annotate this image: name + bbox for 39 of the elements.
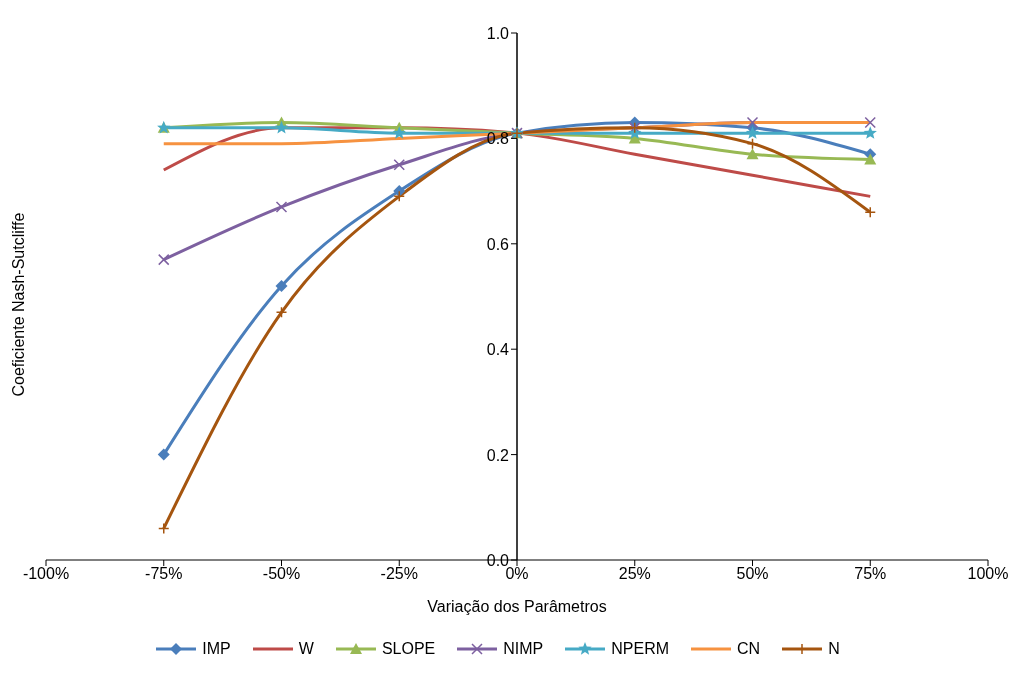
point	[275, 306, 288, 319]
point	[393, 159, 405, 171]
x-axis-title: Variação dos Parâmetros	[427, 598, 607, 615]
x-tick-label: -25%	[380, 565, 418, 583]
point	[158, 522, 170, 535]
point	[274, 120, 289, 134]
x-tick-label: 75%	[854, 565, 887, 583]
point	[275, 279, 288, 292]
point	[864, 206, 876, 218]
y-tick-label: 0.4	[486, 341, 510, 359]
point	[275, 201, 288, 213]
x-tick-label: -100%	[22, 565, 70, 583]
y-tick-label: 0.2	[486, 446, 510, 464]
x-tick-label: 100%	[967, 565, 1009, 583]
legend-label: N	[828, 640, 840, 658]
legend-label: NIMP	[503, 640, 544, 658]
y-tick-label: 0.6	[486, 235, 510, 253]
point	[746, 137, 759, 150]
x-tick-label: 50%	[736, 565, 769, 583]
legend-label: SLOPE	[381, 640, 436, 658]
legend-label: IMP	[202, 640, 231, 658]
y-axis-title: Coeficiente Nash-Sutcliffe	[9, 212, 27, 397]
point	[863, 126, 877, 139]
legend-label: NPERM	[611, 640, 670, 658]
point	[392, 126, 406, 139]
x-tick-label: -75%	[145, 565, 183, 583]
x-tick-label: -50%	[262, 565, 301, 583]
point	[746, 148, 759, 160]
y-tick-label: 1.0	[486, 25, 510, 42]
point	[745, 126, 760, 139]
point	[746, 116, 759, 129]
point	[157, 448, 170, 461]
point	[864, 153, 877, 165]
legend-label: CN	[737, 640, 761, 658]
legend-label: W	[298, 640, 314, 658]
point	[158, 253, 170, 266]
point	[393, 190, 405, 203]
point	[864, 116, 876, 129]
x-tick-label: 25%	[618, 565, 651, 583]
